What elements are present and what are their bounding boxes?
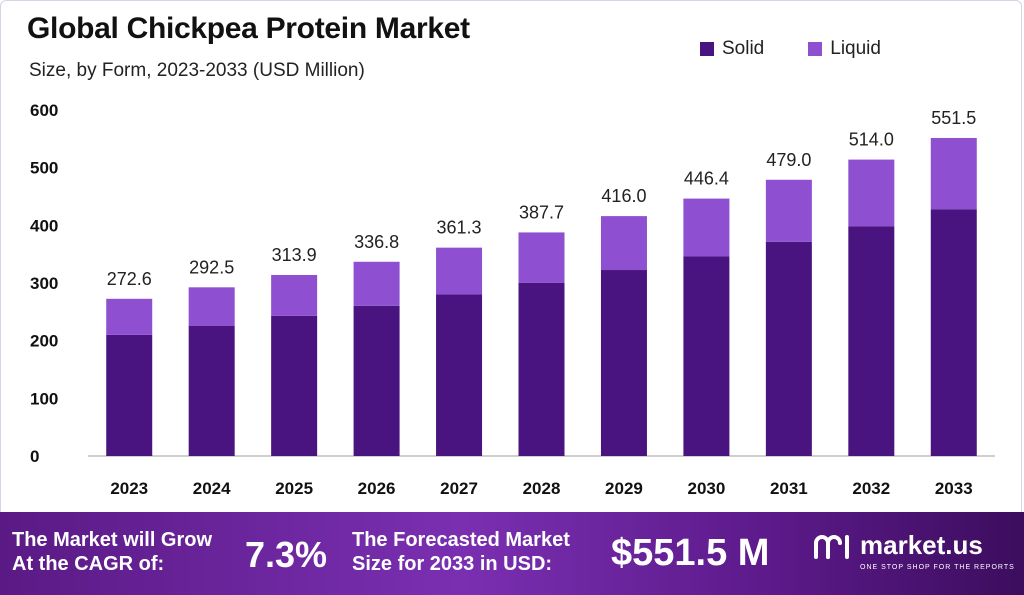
legend-item-solid: Solid (700, 38, 764, 60)
x-tick-label-2030: 2030 (687, 479, 725, 498)
y-tick-label: 500 (30, 159, 58, 178)
data-label-total-2031: 479.0 (766, 150, 811, 170)
x-tick-label-2024: 2024 (193, 479, 231, 498)
legend-item-liquid: Liquid (808, 38, 881, 60)
y-tick-label: 200 (30, 332, 58, 351)
data-label-total-2025: 313.9 (272, 245, 317, 265)
cagr-caption-line1: The Market will Grow (12, 529, 213, 551)
footer-banner: The Market will Grow At the CAGR of: 7.3… (0, 512, 1024, 595)
brand-logo: market.us ONE STOP SHOP FOR THE REPORTS (812, 530, 1014, 571)
bar-liquid-2028 (518, 232, 565, 283)
legend-swatch-liquid (808, 42, 823, 56)
bar-chart: 0 100 200 300 400 500 600 272.6 2023 292.5 2024 313… (30, 101, 995, 498)
x-tick-label-2031: 2031 (770, 479, 808, 498)
bar-liquid-2031 (765, 179, 812, 242)
x-tick-label-2032: 2032 (852, 479, 890, 498)
y-tick-label: 0 (30, 447, 39, 466)
x-tick-label-2029: 2029 (605, 479, 643, 498)
legend-label-liquid: Liquid (830, 38, 881, 59)
data-label-total-2026: 336.8 (354, 232, 399, 252)
bar-liquid-2033 (930, 137, 977, 210)
x-tick-label-2025: 2025 (275, 479, 313, 498)
brand-name: market.us (860, 530, 983, 560)
data-label-total-2030: 446.4 (684, 169, 729, 189)
y-tick-label: 600 (30, 101, 58, 120)
data-label-total-2024: 292.5 (189, 257, 234, 277)
chart-subtitle: Size, by Form, 2023-2033 (USD Million) (29, 60, 365, 81)
x-tick-label-2026: 2026 (358, 479, 396, 498)
bar-solid-2029 (600, 270, 647, 456)
cagr-caption-line2: At the CAGR of: (12, 553, 165, 575)
brand-tagline: ONE STOP SHOP FOR THE REPORTS (860, 564, 1015, 571)
x-tick-label-2028: 2028 (523, 479, 561, 498)
data-label-total-2033: 551.5 (931, 108, 976, 128)
chart-title: Global Chickpea Protein Market (27, 12, 470, 45)
bar-solid-2023 (106, 334, 153, 456)
x-tick-label-2023: 2023 (110, 479, 148, 498)
bar-liquid-2027 (436, 247, 483, 295)
forecast-value: $551.5 M (611, 532, 770, 574)
bar-liquid-2030 (683, 198, 730, 257)
data-label-total-2023: 272.6 (107, 269, 152, 289)
bar-solid-2025 (271, 315, 318, 456)
bar-liquid-2029 (600, 216, 647, 271)
bar-liquid-2023 (106, 298, 153, 335)
x-tick-label-2033: 2033 (935, 479, 973, 498)
forecast-caption-line2: Size for 2033 in USD: (352, 553, 553, 575)
y-tick-label: 100 (30, 389, 58, 408)
forecast-caption: The Forecasted Market Size for 2033 in U… (352, 528, 612, 576)
bar-liquid-2032 (848, 159, 895, 227)
bar-solid-2030 (683, 256, 730, 456)
data-label-total-2032: 514.0 (849, 130, 894, 150)
bar-liquid-2026 (353, 261, 400, 306)
legend-swatch-solid (700, 42, 714, 56)
bar-solid-2026 (353, 305, 400, 456)
forecast-caption-line1: The Forecasted Market (352, 529, 570, 551)
legend: Solid Liquid (700, 38, 925, 60)
bar-liquid-2025 (271, 274, 318, 316)
data-label-total-2027: 361.3 (437, 218, 482, 238)
market-us-logo-icon (814, 534, 849, 559)
cagr-value: 7.3% (245, 534, 328, 575)
y-tick-label: 300 (30, 274, 58, 293)
bar-solid-2024 (188, 325, 235, 456)
bar-solid-2032 (848, 226, 895, 456)
bar-solid-2027 (436, 294, 483, 456)
data-label-total-2029: 416.0 (601, 186, 646, 206)
data-label-total-2028: 387.7 (519, 202, 564, 222)
bar-liquid-2024 (188, 287, 235, 326)
bar-solid-2028 (518, 282, 565, 456)
cagr-caption: The Market will Grow At the CAGR of: (12, 528, 252, 576)
y-tick-label: 400 (30, 216, 58, 235)
bar-solid-2033 (930, 209, 977, 456)
bar-solid-2031 (765, 241, 812, 456)
legend-label-solid: Solid (722, 38, 765, 59)
x-tick-label-2027: 2027 (440, 479, 478, 498)
